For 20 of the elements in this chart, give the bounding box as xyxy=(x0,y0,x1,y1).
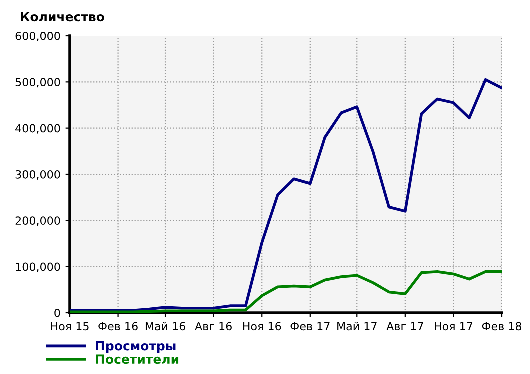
x-tick-label: Ноя 16 xyxy=(243,322,282,331)
y-tick-label: 600,000 xyxy=(16,32,60,42)
x-tick-label: Фев 17 xyxy=(290,322,330,331)
y-tick-label: 400,000 xyxy=(16,124,60,134)
y-tick-label: 300,000 xyxy=(16,170,60,180)
y-tick-label: 200,000 xyxy=(16,216,60,226)
x-tick-label: Май 17 xyxy=(338,322,377,331)
x-tick-label: Ноя 15 xyxy=(51,322,89,331)
chart-title: Количество xyxy=(21,12,104,22)
x-tick-label: Фев 16 xyxy=(98,322,138,331)
legend-label: Посетители xyxy=(96,354,179,364)
x-tick-label: Авг 16 xyxy=(195,322,232,331)
x-tick-label: Ноя 17 xyxy=(435,322,473,331)
legend-label: Просмотры xyxy=(96,341,176,354)
y-tick-label: 500,000 xyxy=(16,78,60,88)
x-tick-label: Авг 17 xyxy=(386,322,424,330)
x-tick-label: Май 16 xyxy=(146,322,186,331)
y-tick-label: 0 xyxy=(54,308,60,318)
y-tick-label: 100,000 xyxy=(16,262,60,272)
x-tick-label: Фев 18 xyxy=(482,322,522,331)
